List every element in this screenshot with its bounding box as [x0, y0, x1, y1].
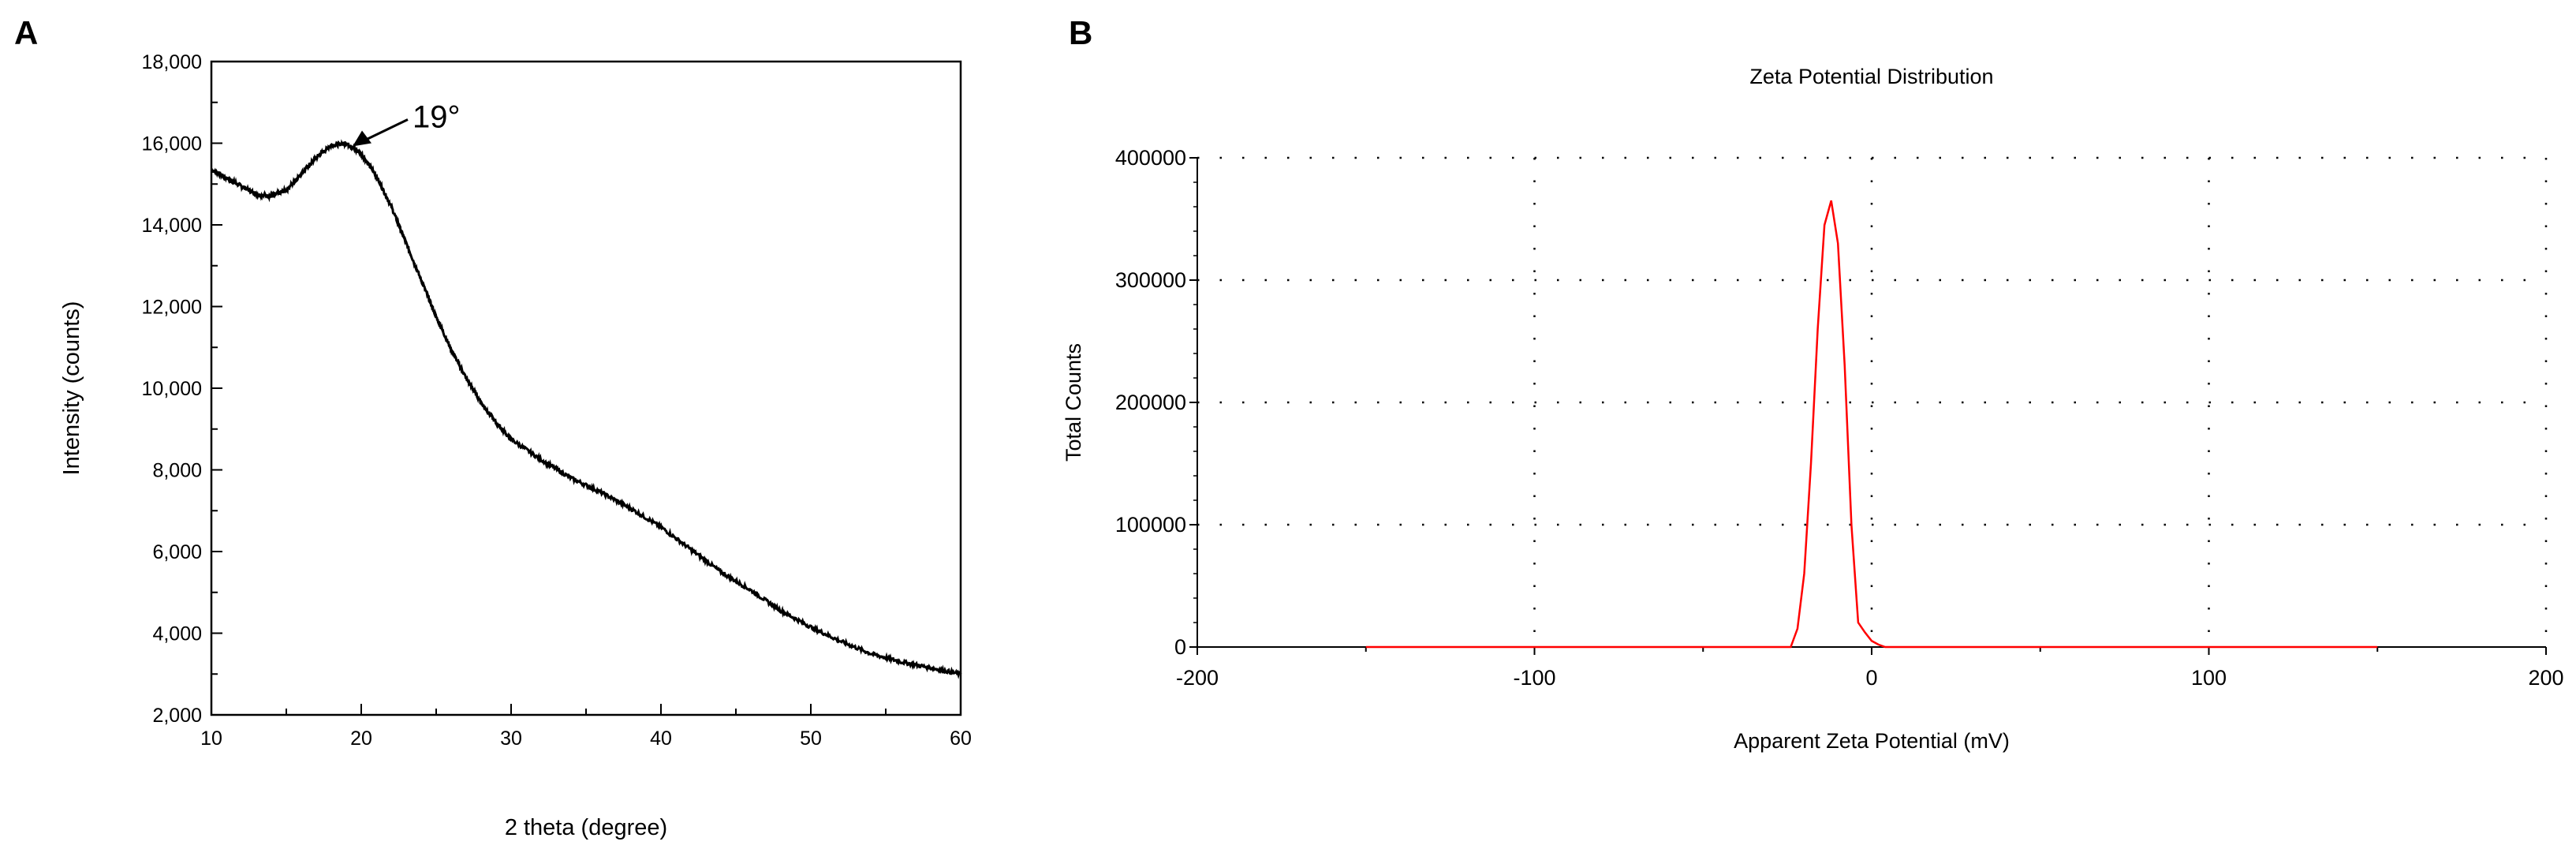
zeta-x-tick-label: 0: [1865, 666, 1877, 690]
xrd-x-tick-label: 60: [950, 727, 972, 750]
zeta-x-tick-label: 200: [2528, 666, 2563, 690]
zeta-ticks: [1189, 157, 2547, 655]
zeta-x-tick-label: -200: [1176, 666, 1219, 690]
zeta-x-tick-label: 100: [2191, 666, 2227, 690]
zeta-chart: Zeta Potential Distribution -200 -100 0 100…: [1062, 65, 2564, 753]
xrd-chart: 10 20 30 40 50 60 2,000 4,000 6,000 8,000 10,000 1…: [59, 51, 972, 840]
xrd-x-tick-label: 10: [200, 727, 222, 750]
zeta-x-axis-label: Apparent Zeta Potential (mV): [1734, 729, 2010, 753]
xrd-x-tick-label: 30: [500, 727, 522, 750]
xrd-ticks: [211, 61, 961, 716]
xrd-peak-annotation: 19°: [413, 100, 461, 135]
xrd-y-tick-label: 10,000: [142, 378, 202, 400]
xrd-intensity-line: [211, 139, 962, 679]
xrd-y-tick-labels: 2,000 4,000 6,000 8,000 10,000 12,000 14,000 16…: [142, 51, 202, 727]
panel-a-letter: A: [14, 14, 38, 51]
xrd-y-tick-label: 2,000: [152, 705, 202, 727]
zeta-grid: [1197, 156, 2548, 647]
zeta-chart-title: Zeta Potential Distribution: [1749, 65, 1993, 88]
xrd-annotation-arrow: [364, 118, 409, 141]
zeta-y-tick-label: 100000: [1115, 513, 1186, 537]
zeta-x-tick-label: -100: [1513, 666, 1555, 690]
zeta-y-tick-label: 200000: [1115, 391, 1186, 414]
xrd-y-tick-label: 18,000: [142, 51, 202, 73]
xrd-y-tick-label: 4,000: [152, 623, 202, 645]
xrd-y-tick-label: 16,000: [142, 133, 202, 155]
xrd-y-tick-label: 8,000: [152, 460, 202, 482]
xrd-y-tick-label: 14,000: [142, 215, 202, 237]
zeta-y-tick-label: 400000: [1115, 146, 1186, 170]
xrd-x-tick-label: 50: [800, 727, 822, 750]
xrd-y-axis-label: Intensity (counts): [59, 301, 84, 476]
zeta-x-tick-labels: -200 -100 0 100 200: [1176, 666, 2564, 690]
zeta-y-axis-label: Total Counts: [1062, 343, 1085, 462]
zeta-y-tick-label: 0: [1174, 635, 1186, 659]
xrd-plot-frame: [210, 60, 962, 716]
xrd-x-axis-label: 2 theta (degree): [505, 815, 667, 840]
xrd-annotation-arrowhead: [353, 130, 371, 147]
xrd-x-tick-label: 40: [650, 727, 672, 750]
xrd-x-tick-label: 20: [350, 727, 372, 750]
xrd-y-tick-label: 6,000: [152, 541, 202, 563]
zeta-distribution-line: [1365, 200, 2378, 649]
xrd-x-tick-labels: 10 20 30 40 50 60: [200, 727, 972, 750]
panel-b-letter: B: [1069, 14, 1092, 51]
xrd-y-tick-label: 12,000: [142, 297, 202, 319]
zeta-y-tick-labels: 0 100000 200000 300000 400000: [1115, 146, 1186, 659]
zeta-y-tick-label: 300000: [1115, 268, 1186, 292]
